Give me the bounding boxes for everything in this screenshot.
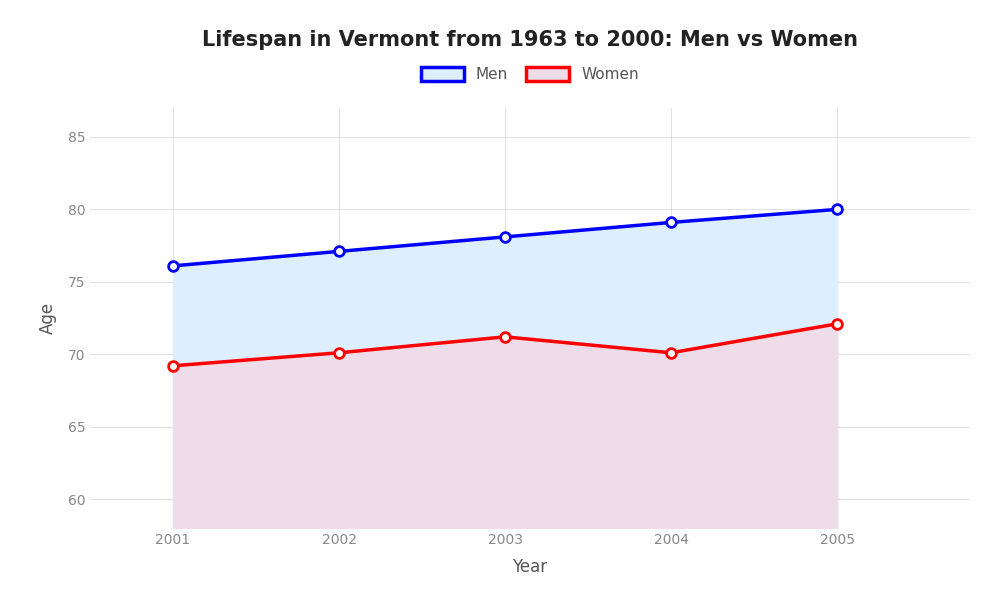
X-axis label: Year: Year — [512, 558, 548, 576]
Legend: Men, Women: Men, Women — [415, 61, 645, 88]
Title: Lifespan in Vermont from 1963 to 2000: Men vs Women: Lifespan in Vermont from 1963 to 2000: M… — [202, 29, 858, 49]
Y-axis label: Age: Age — [38, 302, 56, 334]
